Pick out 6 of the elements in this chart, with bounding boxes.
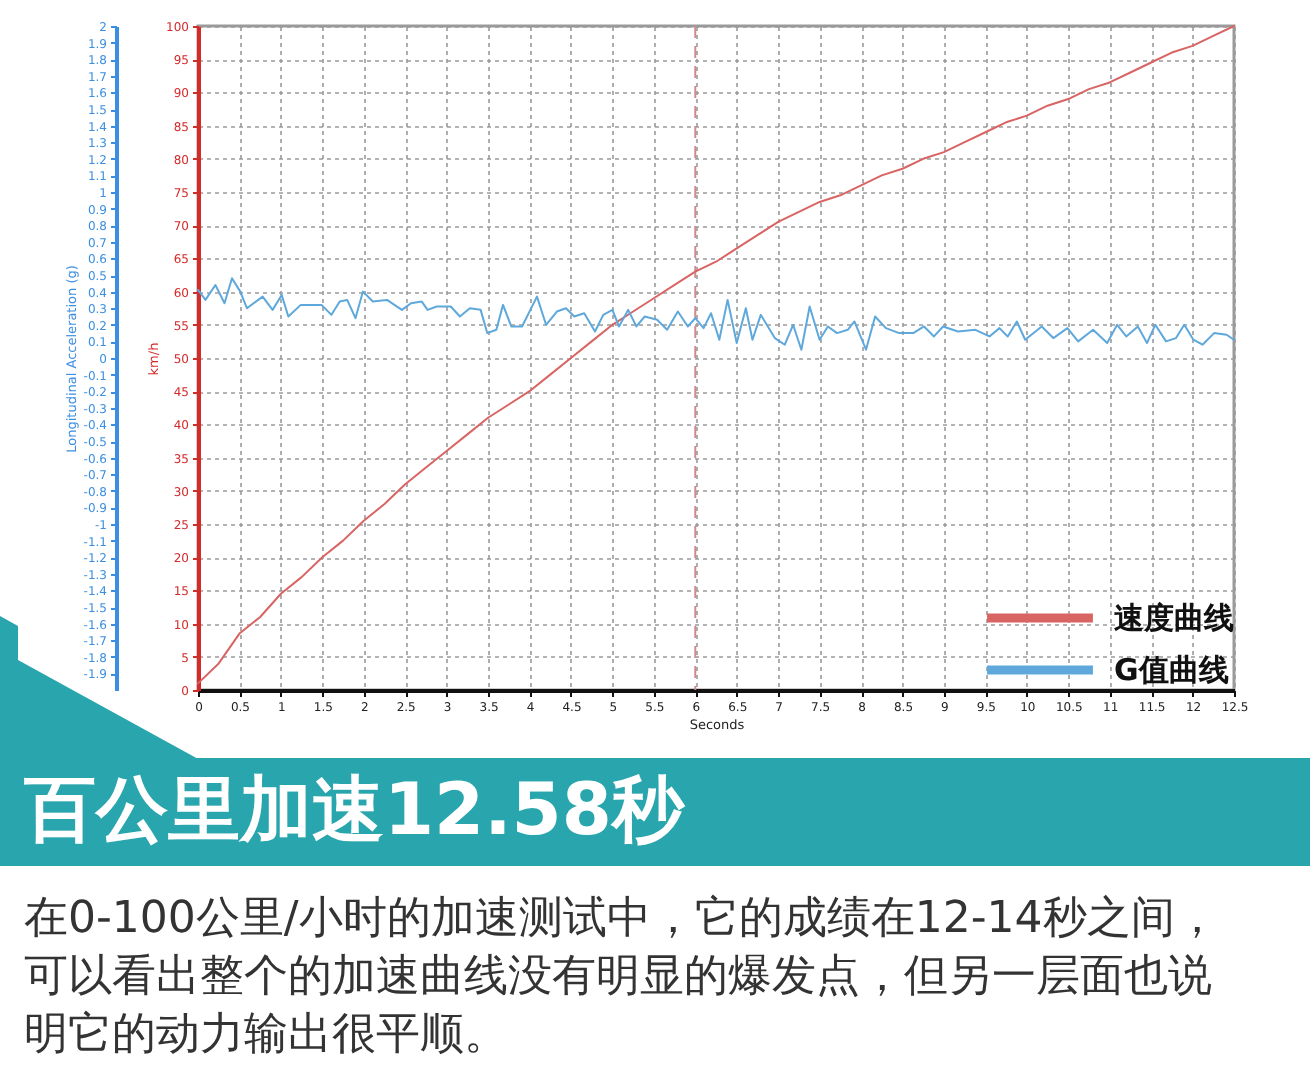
- legend-label: 速度曲线: [1114, 600, 1234, 636]
- text: 百公里加速12.58秒: [24, 768, 684, 856]
- text: 在0-100公里/小时的加速测试中，它的成绩在12-14秒之间，可以看出整个的加速曲线没有明显的爆发点，但另一层面也说明它的动力输出很平顺。: [24, 892, 1221, 1064]
- line-series: [197, 25, 1235, 685]
- legend-label: G值曲线: [1114, 652, 1229, 688]
- line-series: [197, 277, 1235, 351]
